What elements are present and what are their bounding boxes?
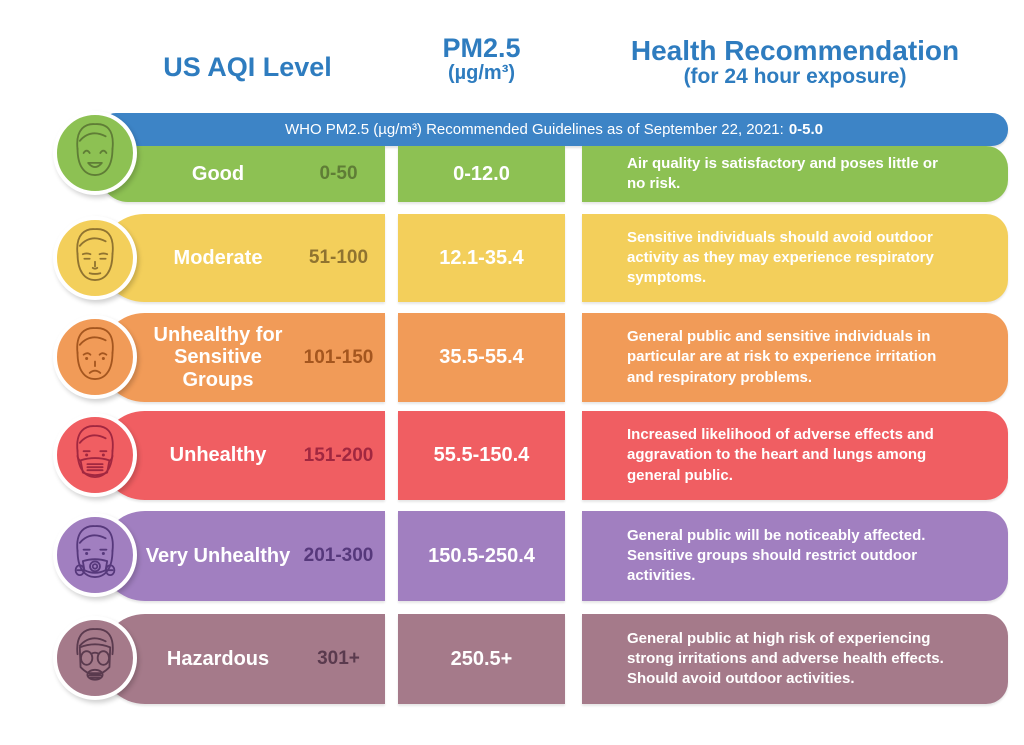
column-header-pm25: PM2.5 (µg/m³) bbox=[398, 33, 565, 85]
pm25-range: 12.1-35.4 bbox=[398, 214, 565, 302]
level-name: Good bbox=[191, 162, 245, 185]
level-name: Unhealthy for Sensitive Groups bbox=[153, 323, 283, 391]
level-name: Moderate bbox=[173, 246, 263, 269]
aqi-range: 151-200 bbox=[303, 444, 374, 466]
face-unhealthy-sensitive-icon bbox=[53, 315, 137, 399]
level-band: Unhealthy 151-200 bbox=[100, 411, 385, 500]
health-recommendation: General public at high risk of experienc… bbox=[627, 629, 944, 688]
who-guideline-value: 0-5.0 bbox=[788, 121, 824, 138]
face-very-unhealthy-icon bbox=[53, 513, 137, 597]
pm25-range: 250.5+ bbox=[398, 614, 565, 704]
level-name: Unhealthy bbox=[169, 444, 267, 467]
level-band: Good 0-50 bbox=[100, 146, 385, 202]
health-band: General public at high risk of experienc… bbox=[582, 614, 1008, 704]
level-band: Unhealthy for Sensitive Groups 101-150 bbox=[100, 313, 385, 402]
aqi-range: 301+ bbox=[317, 648, 360, 669]
level-band: Moderate 51-100 bbox=[100, 214, 385, 302]
aqi-row-moderate: Moderate 51-100 12.1-35.4 Sensitive indi… bbox=[0, 214, 1024, 302]
aqi-row-hazardous: Hazardous 301+ 250.5+ General public at … bbox=[0, 614, 1024, 704]
aqi-range: 0-50 bbox=[319, 163, 358, 184]
aqi-row-very-unhealthy: Very Unhealthy 201-300 150.5-250.4 Gener… bbox=[0, 511, 1024, 601]
pm25-range: 35.5-55.4 bbox=[398, 313, 565, 402]
health-recommendation: Increased likelihood of adverse effects … bbox=[627, 426, 934, 484]
health-header-title: Health Recommendation bbox=[630, 35, 960, 66]
level-band: Very Unhealthy 201-300 bbox=[100, 511, 385, 601]
column-header-health-recommendation: Health Recommendation (for 24 hour expos… bbox=[582, 36, 1008, 90]
health-band: Increased likelihood of adverse effects … bbox=[582, 411, 1008, 500]
health-band: General public will be noticeably affect… bbox=[582, 511, 1008, 601]
face-unhealthy-icon bbox=[53, 413, 137, 497]
aqi-row-unhealthy-sensitive: Unhealthy for Sensitive Groups 101-150 3… bbox=[0, 313, 1024, 402]
who-guideline-banner: WHO PM2.5 (µg/m³) Recommended Guidelines… bbox=[100, 113, 1008, 146]
aqi-row-unhealthy: Unhealthy 151-200 55.5-150.4 Increased l… bbox=[0, 411, 1024, 500]
pm25-range: 0-12.0 bbox=[398, 146, 565, 202]
pm25-header-title: PM2.5 bbox=[442, 33, 521, 63]
health-recommendation: General public and sensitive individuals… bbox=[627, 328, 937, 386]
aqi-range: 51-100 bbox=[308, 247, 369, 268]
health-band: General public and sensitive individuals… bbox=[582, 313, 1008, 402]
aqi-range: 201-300 bbox=[303, 545, 374, 566]
aqi-row-good: Good 0-50 0-12.0 Air quality is satisfac… bbox=[0, 111, 1024, 202]
pm25-header-unit: (µg/m³) bbox=[447, 62, 516, 85]
health-recommendation: Air quality is satisfactory and poses li… bbox=[627, 154, 938, 192]
health-recommendation: Sensitive individuals should avoid outdo… bbox=[627, 228, 934, 287]
health-recommendation: General public will be noticeably affect… bbox=[627, 526, 926, 585]
health-header-subtitle: (for 24 hour exposure) bbox=[683, 65, 907, 89]
face-good-icon bbox=[53, 111, 137, 195]
level-name: Hazardous bbox=[166, 647, 270, 670]
column-header-aqi-level: US AQI Level bbox=[163, 52, 332, 82]
face-hazardous-icon bbox=[53, 616, 137, 700]
level-name: Very Unhealthy bbox=[145, 544, 291, 567]
health-band: Sensitive individuals should avoid outdo… bbox=[582, 214, 1008, 302]
level-band: Hazardous 301+ bbox=[100, 614, 385, 704]
pm25-range: 150.5-250.4 bbox=[398, 511, 565, 601]
aqi-range: 101-150 bbox=[303, 346, 374, 368]
who-guideline-text: WHO PM2.5 (µg/m³) Recommended Guidelines… bbox=[284, 121, 784, 138]
pm25-range: 55.5-150.4 bbox=[398, 411, 565, 500]
health-band: Air quality is satisfactory and poses li… bbox=[582, 146, 1008, 202]
face-moderate-icon bbox=[53, 216, 137, 300]
